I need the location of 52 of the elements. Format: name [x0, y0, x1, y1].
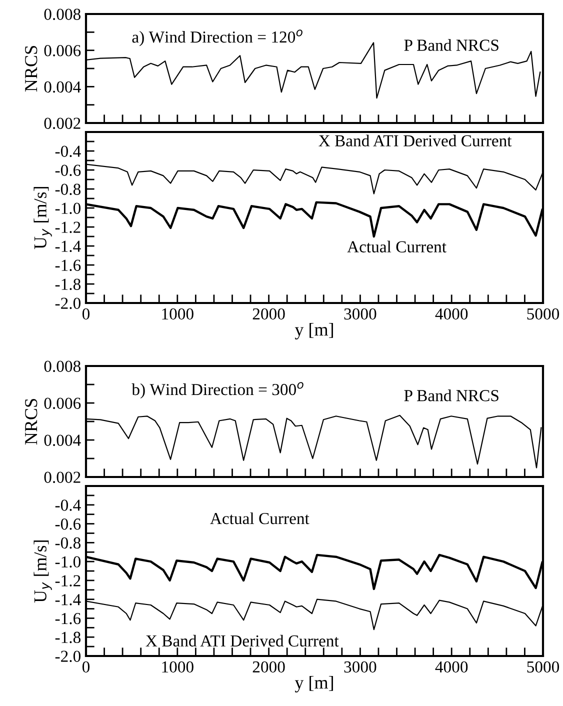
y-axis-title: U$_{y}$ [m/s]	[34, 186, 52, 250]
x-tick-label: 3000	[344, 308, 376, 320]
y-axis-title: U$_{y}$ [m/s]	[34, 540, 52, 603]
y-axis-title: NRCS	[25, 399, 38, 445]
y-axis-title: NRCS	[25, 46, 38, 92]
y-tick-label: -2.0	[55, 650, 81, 662]
y-tick-label: -0.6	[55, 518, 81, 530]
y-tick-label: -1.2	[55, 222, 80, 234]
y-tick-label: 0.008	[44, 8, 81, 20]
y-tick-label: -1.8	[55, 632, 81, 644]
x-tick-label: 1000	[162, 308, 194, 320]
y-tick-label: -0.4	[55, 146, 81, 158]
x-tick-label: 5000	[527, 661, 560, 673]
y-tick-label: -1.6	[55, 612, 81, 624]
series-label: X Band ATI Derived Current	[318, 134, 512, 146]
x-tick-label: 2000	[252, 661, 285, 673]
x-axis-title: y [m]	[294, 676, 333, 692]
y-tick-label: 0.002	[44, 472, 80, 484]
series-label: X Band ATI Derived Current	[146, 634, 339, 647]
y-tick-label: -0.6	[55, 164, 81, 176]
y-tick-label: -0.8	[55, 184, 81, 196]
y-tick-label: 0.004	[44, 434, 81, 446]
series-label: Actual Current	[347, 240, 446, 252]
x-tick-label: 0	[82, 308, 90, 320]
text: a) Wind Direction = 120$^{o}$	[132, 30, 302, 46]
y-tick-label: -0.4	[55, 500, 81, 511]
y-tick-label: 0.008	[44, 360, 81, 372]
y-tick-label: -1.4	[55, 240, 81, 252]
y-tick-label: -1.2	[55, 575, 80, 586]
y-tick-label: 0.002	[44, 118, 80, 130]
y-tick-label: 0.006	[44, 398, 81, 410]
y-tick-label: -0.8	[55, 537, 81, 549]
x-tick-label: 2000	[252, 308, 285, 320]
y-tick-label: -1.8	[55, 278, 81, 290]
x-tick-label: 0	[82, 661, 90, 673]
x-tick-label: 4000	[435, 661, 468, 673]
x-axis-title: y [m]	[294, 322, 333, 340]
series-label: P Band NRCS	[404, 39, 498, 51]
y-tick-label: -1.6	[55, 260, 81, 272]
y-tick-label: -2.0	[55, 298, 81, 310]
x-tick-label: 3000	[344, 661, 376, 673]
y-tick-label: -1.0	[55, 202, 81, 214]
series-label: P Band NRCS	[404, 390, 498, 402]
y-tick-label: -1.0	[55, 556, 81, 568]
y-tick-label: 0.006	[44, 45, 81, 56]
text: b) Wind Direction = 300$^{o}$	[132, 382, 304, 399]
y-tick-label: -1.4	[55, 594, 81, 606]
series-label: Actual Current	[210, 512, 310, 524]
x-tick-label: 4000	[435, 308, 468, 320]
y-tick-label: 0.004	[44, 81, 81, 93]
x-tick-label: 1000	[162, 661, 194, 673]
x-tick-label: 5000	[527, 308, 560, 320]
